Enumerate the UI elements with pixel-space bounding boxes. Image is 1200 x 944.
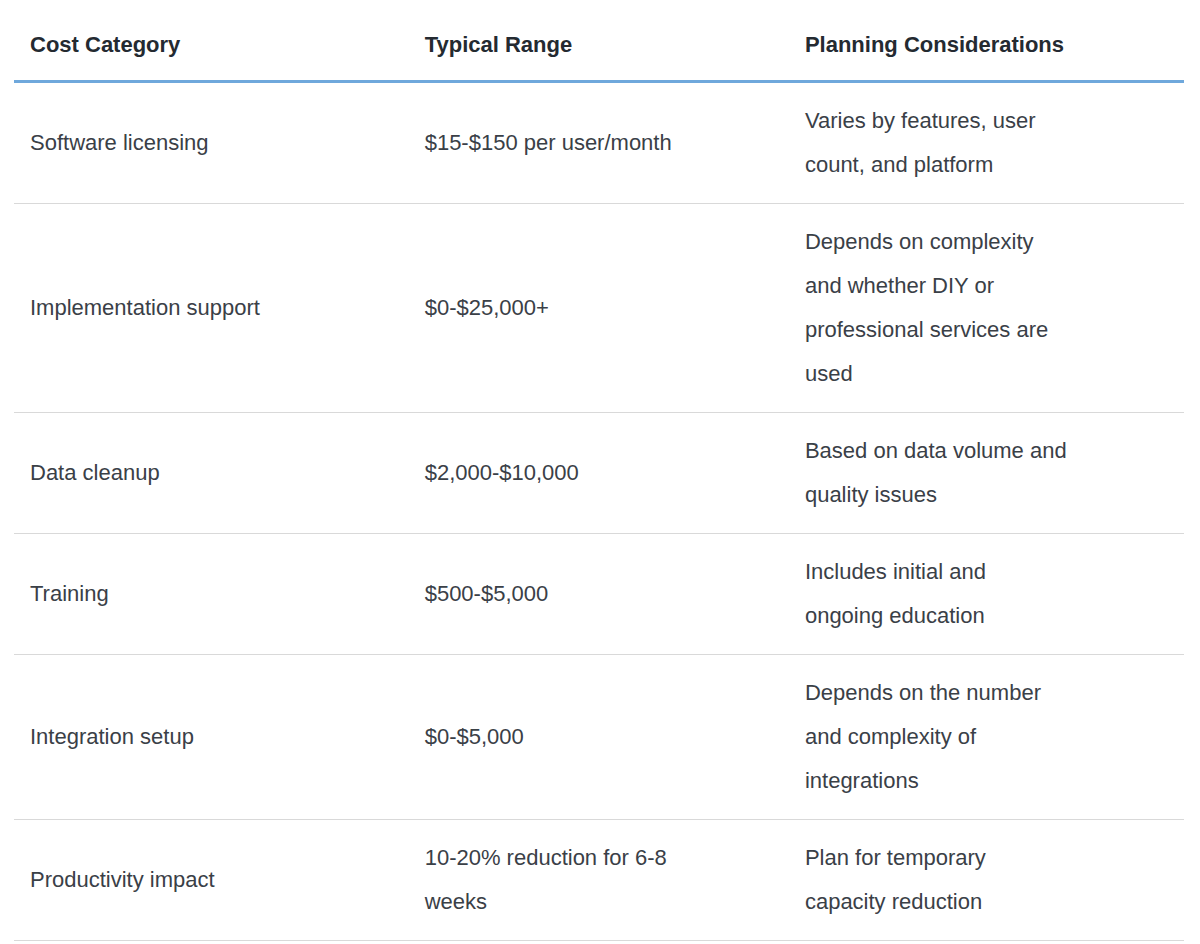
column-header-cost-category: Cost Category [14, 10, 425, 82]
header-row: Cost Category Typical Range Planning Con… [14, 10, 1184, 82]
table-row-productivity-impact: Productivity impact 10-20% reduction for… [14, 820, 1184, 941]
table-row-software-licensing: Software licensing $15-$150 per user/mon… [14, 82, 1184, 204]
cell-considerations: Plan for temporary capacity reduction [805, 820, 1184, 941]
table-row-implementation-support: Implementation support $0-$25,000+ Depen… [14, 204, 1184, 413]
table-body: Software licensing $15-$150 per user/mon… [14, 82, 1184, 941]
cell-considerations: Depends on the number and complexity of … [805, 655, 1184, 820]
cost-table-container: Cost Category Typical Range Planning Con… [0, 0, 1200, 941]
cell-category: Implementation support [14, 204, 425, 413]
cell-range: $0-$25,000+ [425, 204, 805, 413]
cell-considerations: Depends on complexity and whether DIY or… [805, 204, 1184, 413]
cell-range: $500-$5,000 [425, 534, 805, 655]
column-header-typical-range: Typical Range [425, 10, 805, 82]
cost-breakdown-table: Cost Category Typical Range Planning Con… [14, 10, 1184, 941]
table-header: Cost Category Typical Range Planning Con… [14, 10, 1184, 82]
cell-considerations: Includes initial and ongoing education [805, 534, 1184, 655]
cell-range: 10-20% reduction for 6-8 weeks [425, 820, 805, 941]
table-row-data-cleanup: Data cleanup $2,000-$10,000 Based on dat… [14, 413, 1184, 534]
cell-considerations: Varies by features, user count, and plat… [805, 82, 1184, 204]
cell-category: Training [14, 534, 425, 655]
table-row-training: Training $500-$5,000 Includes initial an… [14, 534, 1184, 655]
table-row-integration-setup: Integration setup $0-$5,000 Depends on t… [14, 655, 1184, 820]
cell-category: Software licensing [14, 82, 425, 204]
cell-category: Productivity impact [14, 820, 425, 941]
cell-category: Integration setup [14, 655, 425, 820]
cell-range: $2,000-$10,000 [425, 413, 805, 534]
column-header-planning-considerations: Planning Considerations [805, 10, 1184, 82]
cell-range: $0-$5,000 [425, 655, 805, 820]
cell-category: Data cleanup [14, 413, 425, 534]
cell-range: $15-$150 per user/month [425, 82, 805, 204]
cell-considerations: Based on data volume and quality issues [805, 413, 1184, 534]
